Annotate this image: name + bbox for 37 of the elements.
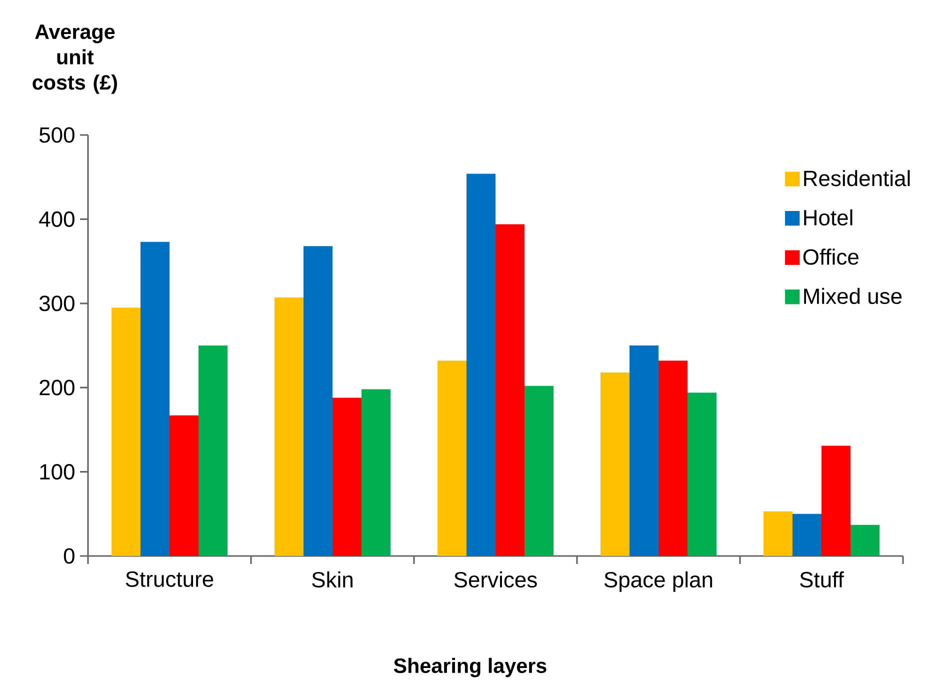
bar [362, 389, 390, 556]
bar [524, 386, 554, 556]
bar [850, 524, 880, 556]
bar [466, 174, 496, 556]
bar [274, 298, 304, 556]
y-tick-label: 0 [64, 548, 74, 564]
bar [170, 415, 199, 556]
bar [304, 246, 333, 556]
legend-label: Residential [804, 170, 910, 186]
x-tick-label: Structure [126, 571, 214, 587]
x-tick-label: Stuff [800, 571, 844, 588]
bar [821, 446, 850, 556]
x-tick-label: Services [454, 571, 537, 588]
y-tick-label: 400 [39, 211, 74, 227]
bar [198, 346, 228, 556]
bar [332, 398, 362, 556]
x-tick-label: Skin [312, 571, 352, 588]
bar [140, 242, 170, 556]
bar [687, 392, 716, 556]
bar [658, 360, 688, 556]
bar [764, 511, 792, 556]
legend-label: Office [803, 248, 858, 265]
y-tick-label: 300 [39, 296, 74, 312]
bar [496, 224, 524, 556]
x-axis-title: Shearing layers [394, 658, 546, 678]
bar [792, 514, 822, 556]
bar [438, 360, 466, 556]
y-tick-label: 500 [39, 127, 74, 143]
y-tick-label: 100 [40, 464, 74, 480]
x-tick-label: Space plan [604, 571, 712, 592]
legend-label: Mixed use [804, 288, 902, 304]
y-tick-label: 200 [40, 380, 74, 396]
bar [112, 308, 141, 556]
bar [600, 372, 630, 556]
y-axis-title: Average unit costs (£) [32, 24, 117, 94]
bar [630, 346, 658, 556]
legend-label: Hotel [804, 209, 852, 226]
